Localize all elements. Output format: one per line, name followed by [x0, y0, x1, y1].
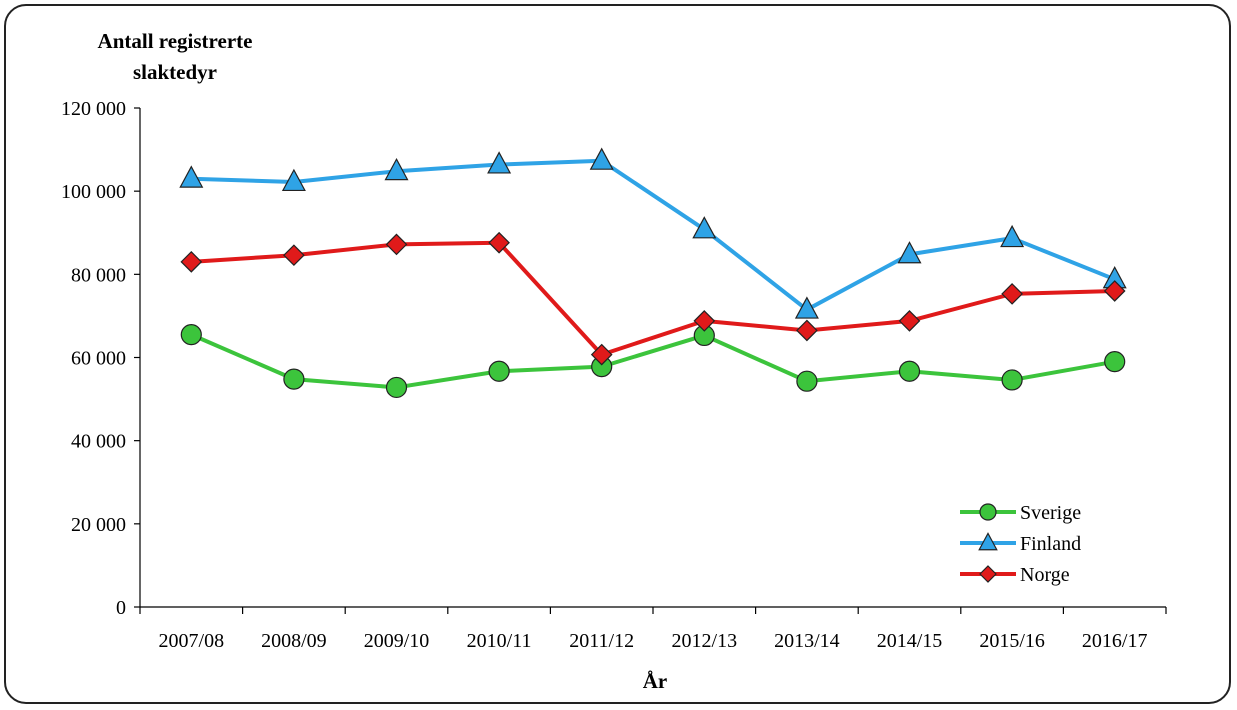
x-tick-label: 2012/13: [672, 630, 738, 652]
data-point-sverige: [283, 368, 305, 390]
x-tick-label: 2015/16: [979, 630, 1045, 652]
data-point-finland: [692, 216, 717, 239]
data-point-finland: [794, 296, 819, 319]
y-tick-label: 40 000: [71, 431, 126, 453]
data-point-norge: [796, 319, 818, 342]
data-point-finland: [384, 157, 409, 181]
y-axis-title-line-1: Antall registrerte: [98, 29, 253, 53]
data-point-finland: [487, 151, 512, 174]
axes: 0 20 000 40 000 60 000 80 000 100 000 120 000 2…: [61, 98, 1167, 652]
y-tick-label: 0: [116, 597, 126, 619]
legend-marker-sverige: [979, 503, 997, 521]
y-tick-label: 120 000: [61, 98, 126, 120]
x-tick-label: 2009/10: [364, 630, 430, 652]
data-point-norge: [1001, 283, 1023, 305]
x-tick-label: 2013/14: [774, 630, 840, 652]
legend-item-sverige: Sverige: [960, 502, 1081, 524]
data-point-sverige: [1001, 369, 1023, 391]
y-tick-label: 80 000: [71, 264, 126, 286]
x-tick-label: 2010/11: [467, 630, 532, 652]
data-point-sverige: [488, 360, 510, 382]
data-point-norge: [385, 233, 408, 256]
legend-label-sverige: Sverige: [1020, 502, 1081, 524]
data-point-norge: [693, 310, 716, 332]
series-norge: [180, 231, 1126, 366]
legend: Sverige Finland Norge: [960, 502, 1081, 586]
data-point-sverige: [796, 370, 818, 392]
y-axis-title-line-2: slaktedyr: [133, 60, 217, 84]
x-tick-label: 2016/17: [1082, 630, 1148, 652]
data-point-sverige: [898, 360, 921, 382]
chart-frame: [4, 4, 1231, 704]
y-tick-label: 20 000: [71, 514, 126, 536]
legend-marker-norge: [979, 565, 997, 583]
data-point-finland: [1000, 224, 1025, 248]
data-point-finland: [179, 165, 204, 188]
data-point-norge: [1103, 280, 1126, 302]
legend-marker-finland: [978, 532, 998, 551]
x-tick-label: 2008/09: [261, 630, 327, 652]
data-point-sverige: [1104, 351, 1126, 373]
data-point-norge: [488, 231, 510, 254]
data-point-sverige: [180, 324, 202, 346]
series-line-sverige: [190, 332, 1116, 390]
x-tick-label: 2011/12: [569, 630, 634, 652]
x-tick-label: 2014/15: [877, 630, 943, 652]
series-finland: [179, 147, 1127, 319]
data-point-finland: [897, 241, 922, 264]
data-point-norge: [898, 310, 921, 332]
data-point-finland: [589, 147, 614, 170]
y-tick-label: 100 000: [61, 181, 126, 203]
legend-item-finland: Finland: [960, 532, 1081, 555]
series-line-norge: [191, 240, 1115, 357]
legend-label-finland: Finland: [1020, 533, 1081, 555]
series-layer: [179, 147, 1127, 399]
data-point-finland: [281, 168, 306, 192]
data-point-norge: [590, 343, 613, 366]
data-point-norge: [283, 244, 305, 267]
data-point-sverige: [385, 376, 408, 399]
legend-item-norge: Norge: [960, 564, 1070, 586]
legend-label-norge: Norge: [1020, 564, 1070, 586]
y-tick-label: 60 000: [71, 348, 126, 370]
data-point-norge: [180, 251, 203, 273]
series-sverige: [180, 324, 1126, 399]
x-tick-label: 2007/08: [159, 630, 225, 652]
series-line-finland: [191, 158, 1116, 312]
x-axis-title: År: [643, 669, 668, 693]
